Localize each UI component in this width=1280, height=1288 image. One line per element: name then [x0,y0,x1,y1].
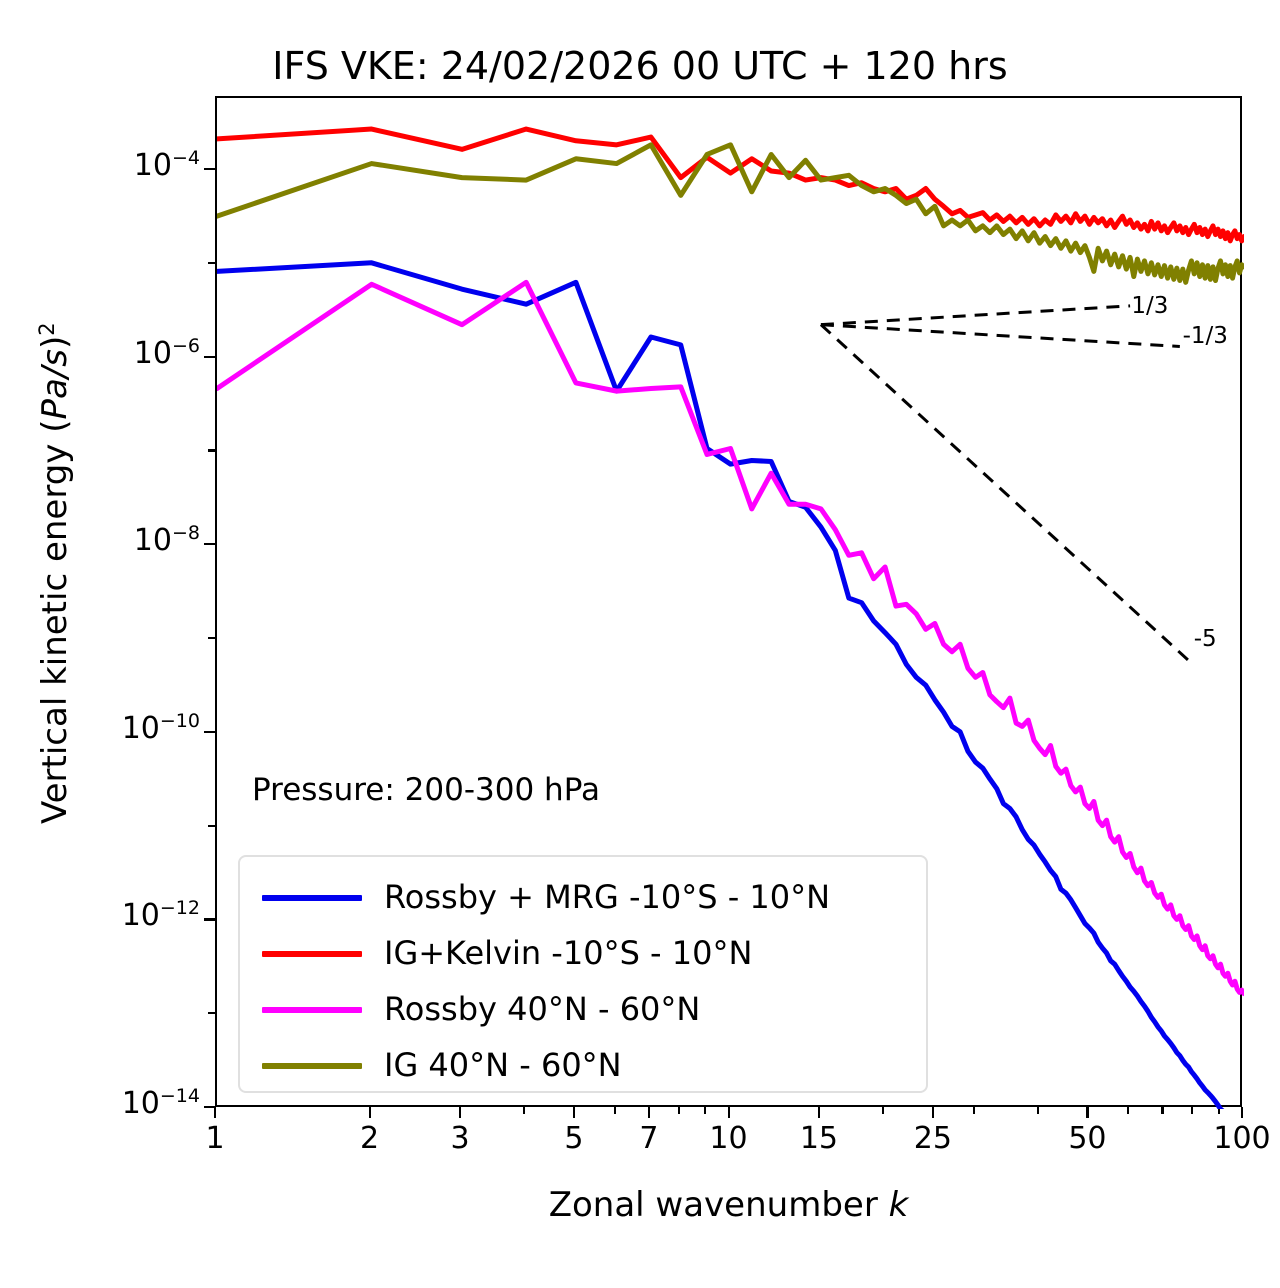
y-tick-label-0: 10−4 [133,146,200,183]
y-minor-tick [208,1012,215,1015]
x-tick-mark-6 [817,1107,821,1118]
legend-item-3[interactable]: IG 40°N - 60°N [262,1039,912,1093]
x-tick-label-1: 2 [360,1121,380,1156]
legend-item-2[interactable]: Rossby 40°N - 60°N [262,983,912,1037]
series-line-3 [217,142,1244,285]
legend-item-0[interactable]: Rossby + MRG -10°S - 10°N [262,871,912,925]
legend-swatch-0 [262,895,362,901]
x-minor-tick [1161,1107,1164,1114]
x-minor-tick [1191,1107,1194,1114]
x-tick-label-7: 25 [913,1121,952,1156]
y-tick-label-2: 10−8 [133,522,200,559]
x-tick-label-6: 15 [799,1121,839,1156]
y-tick-mark-4 [204,918,215,921]
x-minor-tick [1217,1107,1220,1114]
x-tick-mark-4 [647,1107,651,1118]
y-minor-tick [208,449,215,452]
legend-label-3: IG 40°N - 60°N [384,1046,622,1084]
chart-legend: Rossby + MRG -10°S - 10°N IG+Kelvin -10°S… [238,855,928,1093]
legend-label-2: Rossby 40°N - 60°N [384,990,701,1028]
x-minor-tick [882,1107,885,1114]
series-line-0 [217,260,1225,1109]
y-tick-mark-3 [204,730,215,733]
x-minor-tick [1127,1107,1130,1114]
y-tick-mark-2 [204,543,215,546]
x-tick-label-5: 10 [709,1121,748,1156]
y-axis-label-text-1: Vertical kinetic energy ( [35,419,76,824]
y-minor-tick [208,261,215,264]
reference-line-0 [820,304,1131,327]
x-tick-mark-1 [368,1107,371,1118]
x-tick-mark-3 [572,1107,576,1118]
x-minor-tick [704,1107,707,1114]
y-tick-label-5: 10−14 [121,1085,200,1121]
x-tick-label-2: 3 [450,1121,470,1156]
chart-title: IFS VKE: 24/02/2026 00 UTC + 120 hrs [272,44,1008,88]
x-minor-tick [613,1107,616,1114]
x-tick-mark-7 [931,1107,935,1118]
x-minor-tick [972,1107,975,1114]
slope-label-2: -1/3 [1182,322,1228,349]
y-tick-mark-5 [204,1106,215,1109]
reference-lines-group [819,304,1196,667]
plot-svg [217,126,1244,1109]
series-line-2 [217,279,1244,997]
y-tick-mark-0 [204,167,215,171]
reference-line-1 [820,323,1180,349]
data-series-group [217,126,1244,1109]
y-tick-mark-1 [204,355,215,358]
x-tick-label-8: 50 [1068,1121,1107,1156]
y-tick-label-1: 10−6 [133,334,200,371]
y-axis-label: Vertical kinetic energy (Pa/s)2 [35,213,75,933]
legend-swatch-1 [262,951,362,957]
pressure-annotation: Pressure: 200-300 hPa [252,772,600,808]
slope-label-3: -5 [1193,626,1217,653]
legend-item-1[interactable]: IG+Kelvin -10°S - 10°N [262,927,912,981]
legend-label-1: IG+Kelvin -10°S - 10°N [384,934,753,972]
slope-label-1: 1/3 [1131,293,1169,320]
x-axis-label: Zonal wavenumber k [215,1185,1242,1225]
x-tick-label-4: 7 [639,1121,659,1156]
plot-area [215,96,1244,1109]
x-tick-label-9: 100 [1213,1121,1271,1156]
legend-label-0: Rossby + MRG -10°S - 10°N [384,878,831,916]
legend-swatch-3 [262,1063,362,1069]
reference-line-2 [819,323,1196,667]
x-minor-tick [523,1107,526,1114]
x-tick-mark-2 [459,1107,462,1118]
y-minor-tick [208,824,215,827]
x-minor-tick [677,1107,680,1114]
y-minor-tick [208,636,215,640]
x-axis-label-text: Zonal wavenumber [548,1185,878,1225]
x-tick-mark-9 [1241,1107,1244,1118]
x-axis-label-italic: k [888,1185,909,1225]
series-line-1 [217,126,1244,244]
y-tick-label-3: 10−10 [121,709,200,746]
x-tick-label-0: 1 [205,1121,225,1156]
x-tick-label-3: 5 [564,1121,584,1156]
x-minor-tick [1036,1107,1039,1114]
x-tick-mark-8 [1086,1107,1089,1118]
legend-swatch-2 [262,1007,362,1013]
y-tick-label-4: 10−12 [121,897,200,934]
x-tick-mark-5 [727,1107,730,1118]
x-tick-mark-0 [214,1107,217,1118]
